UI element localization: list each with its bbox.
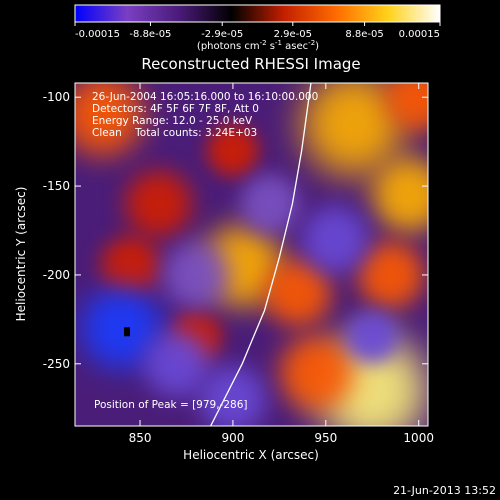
heatmap-source bbox=[301, 83, 406, 176]
colorbar-tick-label: 2.9e-05 bbox=[274, 29, 312, 40]
heatmap-source bbox=[385, 83, 428, 131]
heatmap-source bbox=[206, 124, 259, 177]
heatmap-source bbox=[279, 335, 354, 410]
x-tick-label: 1000 bbox=[403, 431, 434, 445]
x-tick-label: 950 bbox=[314, 431, 337, 445]
colorbar-tick-label: 8.8e-05 bbox=[345, 29, 383, 40]
heatmap-source bbox=[75, 83, 144, 156]
colorbar-tick-label: 0.00015 bbox=[399, 29, 440, 40]
heatmap-source bbox=[199, 365, 267, 426]
y-tick-label: -100 bbox=[43, 90, 70, 104]
annotation-energy: Energy Range: 12.0 - 25.0 keV bbox=[92, 115, 253, 127]
heatmap-source bbox=[240, 174, 300, 234]
solar-limb-curve bbox=[210, 83, 312, 426]
y-tick-label: -200 bbox=[43, 268, 70, 282]
y-axis-ticks: -100 -150 -200 -250 bbox=[43, 90, 428, 371]
colorbar-tick-label: -8.8e-05 bbox=[129, 29, 171, 40]
heatmap-source bbox=[101, 236, 161, 296]
y-axis-label: Heliocentric Y (arcsec) bbox=[14, 187, 28, 322]
peak-marker bbox=[124, 327, 131, 337]
x-tick-label: 850 bbox=[129, 431, 152, 445]
colorbar-ticks: -0.00015 -8.8e-05 -2.9e-05 2.9e-05 8.8e-05 0.… bbox=[74, 22, 441, 40]
heatmap-source bbox=[346, 311, 399, 364]
chart-title: Reconstructed RHESSI Image bbox=[141, 55, 360, 73]
colorbar-tick-label: -2.9e-05 bbox=[201, 29, 243, 40]
colorbar-tick-label: -0.00015 bbox=[75, 29, 120, 40]
annotation-detectors: Detectors: 4F 5F 6F 7F 8F, Att 0 bbox=[92, 103, 259, 115]
annotation-peak-position: Position of Peak = [979,-286] bbox=[94, 399, 248, 411]
x-axis-ticks: 850 900 950 1000 bbox=[129, 83, 434, 445]
heatmap-source bbox=[264, 259, 332, 327]
colorbar-units: (photons cm-2 s-1 asec-2) bbox=[197, 39, 319, 52]
heatmap-source bbox=[372, 157, 428, 233]
annotation-clean: Clean Total counts: 3.24E+03 bbox=[92, 127, 257, 139]
heatmap-sources bbox=[75, 83, 428, 426]
y-tick-label: -150 bbox=[43, 179, 70, 193]
heatmap-source bbox=[80, 287, 163, 370]
plot-frame bbox=[74, 82, 429, 427]
footer-date: 21-Jun-2013 13:52 bbox=[393, 484, 496, 497]
colorbar bbox=[74, 4, 441, 23]
heatmap-source bbox=[162, 241, 230, 309]
x-axis-label: Heliocentric X (arcsec) bbox=[183, 448, 319, 462]
heatmap-source bbox=[125, 170, 193, 238]
heatmap-source bbox=[357, 241, 425, 309]
y-tick-label: -250 bbox=[43, 357, 70, 371]
annotation-time-range: 26-Jun-2004 16:05:16.000 to 16:10:00.000 bbox=[92, 91, 318, 103]
heatmap-source bbox=[143, 330, 211, 398]
x-tick-label: 900 bbox=[221, 431, 244, 445]
heatmap-source bbox=[301, 205, 369, 273]
